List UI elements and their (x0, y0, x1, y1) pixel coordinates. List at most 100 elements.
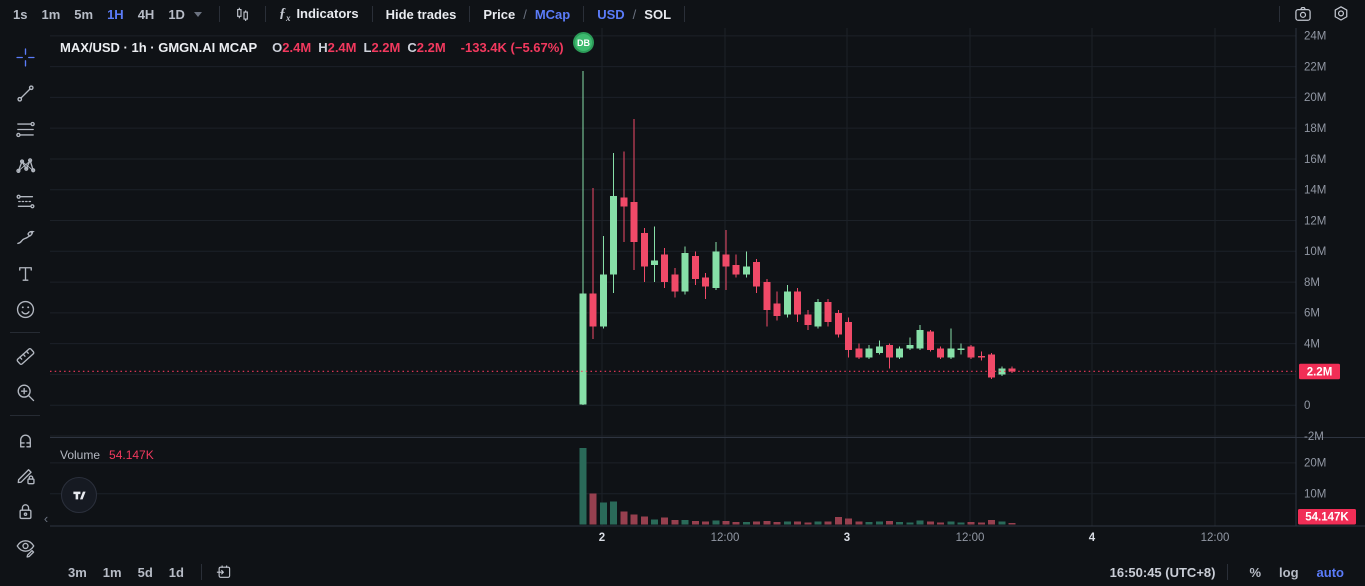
price-tick: 20M (1304, 92, 1326, 104)
chart-pane: 24M 22M 20M 18M 16M 14M 12M 10M 8M 6M 4M 0 -2M 20M 10M… (50, 28, 1365, 558)
dev-burn-badge[interactable]: DB (573, 32, 594, 53)
candle-body (620, 197, 628, 207)
timeframe-1H[interactable]: 1H (100, 5, 131, 24)
fib-retracement-tool[interactable] (7, 111, 43, 147)
candle-body (794, 291, 801, 315)
zoom-in-tool[interactable] (7, 374, 43, 410)
candle-style-button[interactable] (229, 5, 256, 24)
timeframe-1s[interactable]: 1s (6, 5, 34, 24)
volume-bar (916, 520, 924, 525)
candle-body (589, 293, 597, 327)
divider (218, 6, 220, 22)
long-position-icon (15, 194, 35, 208)
volume-bar (753, 521, 761, 525)
text-tool[interactable] (7, 255, 43, 291)
volume-bar (681, 519, 689, 525)
timeframe-4H[interactable]: 4H (131, 5, 162, 24)
timeframe-1D[interactable]: 1D (161, 5, 192, 24)
percent-scale-toggle[interactable]: % (1240, 563, 1270, 582)
volume-tick: 20M (1304, 458, 1326, 470)
tradingview-logo[interactable] (61, 477, 97, 513)
volume-bar (671, 519, 679, 525)
price-mcap-toggle[interactable]: Price / MCap (479, 7, 574, 22)
ruler-icon (16, 347, 34, 365)
zoom-in-icon (17, 384, 34, 401)
volume-bar (865, 522, 873, 525)
settings-button[interactable] (1327, 4, 1355, 24)
candle-body (743, 266, 750, 275)
range-3m[interactable]: 3m (60, 563, 95, 582)
volume-bar (804, 522, 812, 525)
hide-drawings-tool[interactable] (7, 529, 43, 565)
candle-body (671, 274, 679, 292)
volume-bar (763, 520, 771, 525)
timeframe-group: 1s 1m 5m 1H 4H 1D (6, 5, 192, 24)
auto-scale-toggle[interactable]: auto (1308, 563, 1353, 582)
volume-bar (937, 522, 945, 525)
price-tick: -2M (1304, 431, 1324, 443)
xabcd-pattern-tool[interactable] (7, 147, 43, 183)
volume-bar (977, 522, 985, 525)
screenshot-button[interactable] (1289, 4, 1317, 24)
lock-all-drawings-tool[interactable] (7, 493, 43, 529)
candle-body (712, 251, 720, 289)
volume-bar (630, 514, 638, 525)
hide-trades-button[interactable]: Hide trades (382, 7, 461, 22)
candle-body (896, 348, 904, 358)
candle-body (855, 348, 863, 358)
divider (469, 6, 471, 22)
volume-bar (722, 520, 730, 525)
svg-text:2.2M: 2.2M (1307, 366, 1333, 378)
candle-body (834, 312, 842, 335)
range-1d[interactable]: 1d (161, 563, 192, 582)
candles-icon (237, 7, 248, 21)
range-1m[interactable]: 1m (95, 563, 130, 582)
range-5d[interactable]: 5d (130, 563, 161, 582)
candle-body (640, 232, 648, 267)
candle-body (957, 348, 965, 350)
indicators-label: Indicators (296, 6, 359, 22)
trend-line-tool[interactable] (7, 75, 43, 111)
drawing-mode-lock-icon (17, 468, 35, 484)
goto-date-button[interactable] (211, 563, 237, 581)
ruler-tool[interactable] (7, 338, 43, 374)
price-tick: 10M (1304, 246, 1326, 258)
volume-bar (998, 521, 1006, 525)
candle-body (753, 262, 761, 287)
drawing-mode-lock-tool[interactable] (7, 457, 43, 493)
candle-body (783, 291, 791, 315)
clock-display[interactable]: 16:50:45 (UTC+8) (1109, 564, 1216, 580)
divider (200, 564, 202, 580)
volume-bar (743, 522, 750, 525)
candle-body (967, 346, 975, 358)
price-tick: 14M (1304, 185, 1326, 197)
long-position-tool[interactable] (7, 183, 43, 219)
timeframe-1m[interactable]: 1m (34, 5, 67, 24)
chevron-down-icon[interactable] (193, 11, 202, 17)
volume-bar (824, 521, 832, 525)
emoji-icon (16, 300, 34, 318)
sidebar-collapse-arrow[interactable]: ‹ (40, 508, 52, 530)
price-chart-svg[interactable]: 24M 22M 20M 18M 16M 14M 12M 10M 8M 6M 4M 0 -2M 20M 10M… (50, 28, 1365, 558)
candle-body (681, 252, 689, 292)
fib-retracement-icon (15, 121, 35, 137)
emoji-tool[interactable] (7, 291, 43, 327)
timeframe-5m[interactable]: 5m (67, 5, 100, 24)
time-tick: 3 (844, 532, 850, 544)
crosshair-tool[interactable] (7, 39, 43, 75)
brush-tool[interactable] (7, 219, 43, 255)
gear-icon (1334, 6, 1348, 21)
usd-sol-toggle[interactable]: USD / SOL (593, 7, 675, 22)
indicators-button[interactable]: ƒx Indicators (275, 6, 363, 23)
volume-bar (947, 521, 955, 525)
candle-body (988, 354, 996, 378)
log-scale-toggle[interactable]: log (1270, 563, 1308, 582)
magnet-tool[interactable] (7, 421, 43, 457)
camera-icon (1295, 7, 1311, 21)
drawing-tools-sidebar (0, 28, 50, 586)
candle-body (886, 345, 893, 358)
volume-bar (691, 520, 699, 525)
volume-bar (967, 522, 975, 525)
volume-bar (957, 522, 965, 525)
volume-bar (579, 448, 587, 525)
